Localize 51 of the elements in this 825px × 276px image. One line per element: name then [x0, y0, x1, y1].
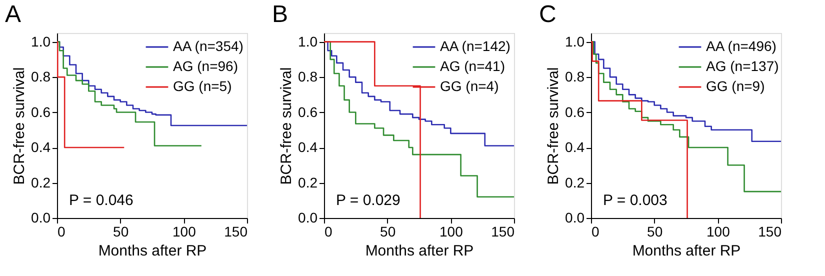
y-tick-label: 0.8: [298, 68, 318, 85]
x-tick-label: 0: [324, 224, 332, 240]
y-tick-label: 0.2: [31, 174, 51, 190]
y-tick-label: 1.0: [298, 33, 318, 50]
x-tick-label: 100: [706, 224, 730, 240]
annotation: P = 0.029: [336, 192, 400, 209]
y-axis-title: BCR-free survival: [11, 67, 28, 185]
y-tick-label: 0.0: [298, 210, 318, 226]
y-tick-label: 0.6: [565, 104, 585, 120]
x-tick-label: 100: [439, 224, 464, 240]
chart-title: C: [539, 1, 556, 28]
annotation: P = 0.003: [603, 192, 668, 209]
legend-label: GG (n=4): [440, 78, 499, 94]
y-tick-label: 0.4: [565, 139, 585, 156]
y-tick-label: 0.2: [298, 174, 318, 190]
legend-label: AG (n=41): [440, 58, 505, 74]
legend-label: GG (n=9): [706, 78, 765, 94]
x-axis-title: Months after RP: [98, 242, 207, 260]
y-tick-label: 0.6: [31, 104, 51, 120]
legend-label: AA (n=496): [706, 38, 776, 54]
x-tick-label: 0: [592, 224, 600, 240]
y-tick-label: 0.8: [31, 68, 51, 85]
chart-title: A: [5, 1, 22, 28]
y-tick-label: 1.0: [565, 33, 585, 50]
x-axis-title: Months after RP: [365, 242, 474, 260]
legend-label: AG (n=96): [173, 58, 238, 74]
y-axis-title: BCR-free survival: [545, 67, 562, 185]
x-tick-label: 150: [758, 224, 782, 240]
y-tick-label: 0.6: [298, 104, 318, 120]
annotation: P = 0.046: [69, 192, 134, 209]
x-tick-label: 150: [491, 224, 515, 240]
chart-title: B: [272, 1, 288, 28]
x-tick-label: 50: [113, 224, 129, 240]
y-axis-title: BCR-free survival: [278, 67, 296, 185]
y-tick-label: 1.0: [31, 33, 51, 50]
x-tick-label: 50: [380, 224, 396, 240]
x-axis-title: Months after RP: [632, 242, 741, 260]
legend-label: AA (n=142): [440, 38, 510, 54]
y-tick-label: 0.8: [565, 68, 585, 85]
y-tick-label: 0.2: [565, 174, 585, 190]
y-tick-label: 0.4: [31, 139, 51, 156]
y-tick-label: 0.4: [298, 139, 318, 156]
y-tick-label: 0.0: [31, 210, 51, 226]
x-tick-label: 0: [58, 224, 66, 240]
legend-label: GG (n=5): [173, 78, 232, 94]
x-tick-label: 50: [647, 224, 663, 240]
legend-label: AG (n=137): [706, 58, 779, 74]
x-tick-label: 100: [172, 224, 196, 240]
legend-label: AA (n=354): [173, 38, 244, 54]
x-tick-label: 150: [224, 224, 248, 240]
y-tick-label: 0.0: [565, 210, 585, 226]
